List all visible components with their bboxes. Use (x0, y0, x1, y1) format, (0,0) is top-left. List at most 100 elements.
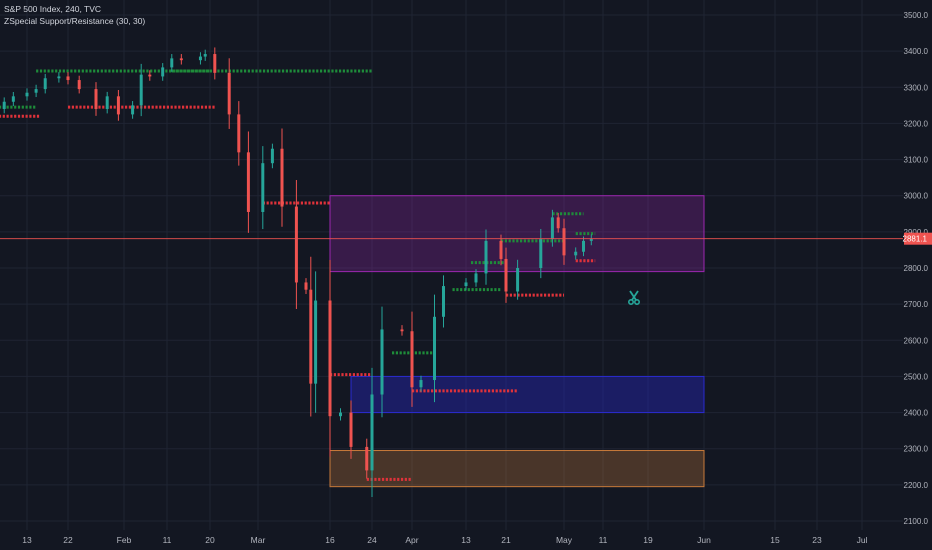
indicator-title[interactable]: ZSpecial Support/Resistance (30, 30) (4, 16, 146, 26)
candle-body (11, 96, 15, 102)
candle-body (170, 58, 174, 68)
candle-body (34, 89, 38, 93)
candle-layer (2, 47, 593, 497)
time-tick-label: Mar (251, 535, 266, 545)
candle-body (339, 412, 342, 417)
candle-body (419, 380, 423, 388)
candle-body (410, 331, 414, 388)
candle-body (66, 76, 70, 81)
time-tick-label: Jul (857, 535, 868, 545)
time-tick-label: 11 (599, 535, 608, 545)
candle-body (161, 67, 165, 77)
candle-body (237, 114, 241, 153)
candle-body (105, 96, 109, 109)
price-tick-label: 2600.0 (904, 336, 929, 345)
candle-body (433, 316, 436, 381)
time-tick-label: 23 (812, 535, 822, 545)
candle-body (314, 300, 318, 384)
candle-body (261, 163, 265, 212)
candle-body (148, 74, 152, 77)
price-tick-label: 3000.0 (904, 192, 929, 201)
candle-body (304, 282, 308, 290)
candle-body (77, 80, 81, 90)
zone-orange (329, 450, 705, 488)
price-tick-label: 2400.0 (904, 409, 929, 418)
candle-body (442, 286, 445, 317)
candle-body (131, 105, 135, 115)
candle-body (94, 89, 98, 109)
time-tick-label: 15 (770, 535, 780, 545)
candle-body (270, 148, 274, 164)
candle-body (504, 258, 508, 292)
time-tick-label: Feb (117, 535, 132, 545)
zone-blue (350, 375, 705, 414)
candle-body (365, 446, 369, 471)
price-tick-label: 2100.0 (904, 517, 929, 526)
price-tick-label: 2200.0 (904, 481, 929, 490)
price-tick-label: 3400.0 (904, 47, 929, 56)
candle-body (198, 56, 202, 61)
candle-body (474, 273, 478, 283)
candle-body (227, 72, 231, 115)
scissors-icon[interactable] (628, 290, 641, 306)
candle-body (280, 148, 284, 207)
candle-body (589, 238, 593, 241)
candle-body (139, 74, 143, 106)
symbol-title[interactable]: S&P 500 Index, 240, TVC (4, 4, 102, 14)
time-tick-label: 20 (205, 535, 215, 545)
price-tick-label: 3300.0 (904, 83, 929, 92)
chart-legend: S&P 500 Index, 240, TVC ZSpecial Support… (4, 3, 145, 27)
last-price-tag (904, 232, 932, 245)
candle-body (516, 268, 520, 292)
candle-body (550, 217, 554, 240)
time-tick-label: 21 (501, 535, 511, 545)
candle-body (328, 300, 332, 417)
candle-body (213, 54, 217, 73)
candle-body (574, 251, 578, 256)
candle-body (400, 329, 404, 332)
time-tick-label: 19 (643, 535, 653, 545)
time-tick-label: Jun (697, 535, 711, 545)
price-scale[interactable]: 3500.0 3400.0 3300.0 3200.0 3100.0 3000.0 2900… (903, 11, 932, 526)
candle-body (203, 54, 207, 57)
price-tick-label: 3100.0 (904, 156, 929, 165)
time-tick-label: 13 (22, 535, 32, 545)
candle-body (556, 217, 560, 229)
time-tick-label: Apr (405, 535, 418, 545)
candle-body (309, 289, 313, 384)
zone-purple (329, 195, 705, 273)
price-tick-label: 3200.0 (904, 119, 929, 128)
price-tick-label: 2300.0 (904, 445, 929, 454)
price-tick-label: 2900.0 (904, 228, 929, 237)
candle-body (2, 101, 6, 109)
candle-body (25, 92, 29, 97)
candle-body (116, 96, 120, 115)
candle-body (349, 412, 353, 447)
candle-body (562, 228, 566, 256)
time-tick-label: 24 (367, 535, 377, 545)
candle-body (294, 206, 298, 283)
candle-body (380, 329, 384, 395)
time-tick-label: 11 (163, 535, 172, 545)
price-tick-label: 2800.0 (904, 264, 929, 273)
price-tick-label: 3500.0 (904, 11, 929, 20)
candle-body (57, 76, 61, 79)
candle-body (179, 58, 183, 61)
candle-body (582, 240, 585, 252)
candle-body (499, 240, 503, 259)
time-tick-label: 22 (63, 535, 73, 545)
zone-layer (329, 195, 705, 488)
time-tick-label: 16 (325, 535, 335, 545)
price-tick-label: 2700.0 (904, 300, 929, 309)
candle-body (464, 282, 468, 287)
last-price-label: 2881.1 (903, 235, 928, 244)
candle-body (246, 152, 250, 212)
price-tick-label: 2500.0 (904, 372, 929, 381)
time-tick-label: May (556, 535, 573, 545)
time-scale[interactable]: 13 22 Feb 11 20 Mar 16 24 Apr 13 21 May 11 19 Jun 15 23 J… (22, 535, 867, 545)
time-tick-label: 13 (461, 535, 471, 545)
candle-body (43, 78, 47, 90)
candle-body (484, 240, 488, 274)
candle-body (539, 239, 543, 268)
